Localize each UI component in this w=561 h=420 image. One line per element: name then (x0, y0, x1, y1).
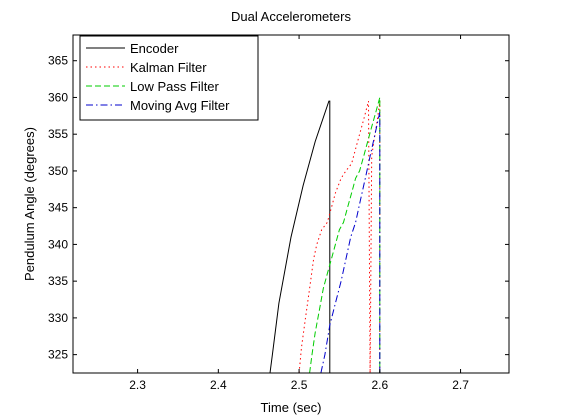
y-tick-label: 330 (48, 311, 68, 325)
y-tick-label: 360 (48, 90, 68, 104)
y-axis: 325 330 335 340 345 350 355 360 365 (48, 54, 509, 362)
y-tick-label: 350 (48, 164, 68, 178)
y-tick-label: 365 (48, 54, 68, 68)
legend-label-4: Moving Avg Filter (130, 98, 230, 113)
plot-area (269, 97, 381, 373)
legend-label-2: Kalman Filter (130, 60, 207, 75)
y-tick-label: 355 (48, 127, 68, 141)
legend-label-3: Low Pass Filter (130, 79, 220, 94)
x-tick-label: 2.5 (291, 378, 308, 392)
legend-box (79, 35, 259, 121)
series-line-4 (320, 112, 381, 373)
x-axis: 2.3 2.4 2.5 2.6 2.7 (129, 35, 469, 392)
series-line-1 (269, 100, 331, 373)
legend: Encoder Kalman Filter Low Pass Filter Movin… (79, 35, 259, 121)
series-line-2 (298, 100, 381, 373)
series-line-3 (309, 97, 381, 373)
y-tick-label: 345 (48, 201, 68, 215)
legend-label-1: Encoder (130, 41, 179, 56)
x-tick-label: 2.7 (452, 378, 469, 392)
x-tick-label: 2.3 (129, 378, 146, 392)
x-tick-label: 2.4 (210, 378, 227, 392)
y-tick-label: 340 (48, 237, 68, 251)
y-tick-label: 325 (48, 348, 68, 362)
axes-frame (72, 34, 510, 374)
x-tick-label: 2.6 (371, 378, 388, 392)
y-axis-label: Pendulum Angle (degrees) (22, 127, 37, 281)
chart-title: Dual Accelerometers (231, 9, 351, 24)
x-axis-label: Time (sec) (261, 400, 322, 415)
y-tick-label: 335 (48, 274, 68, 288)
